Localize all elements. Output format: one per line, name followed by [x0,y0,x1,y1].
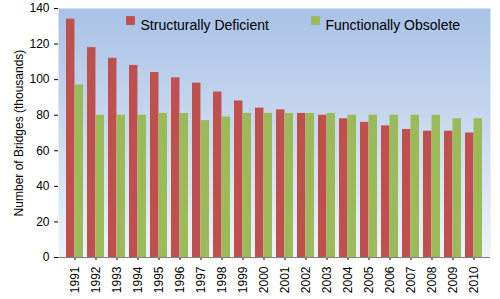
svg-text:2004: 2004 [341,266,355,293]
svg-text:1998: 1998 [215,266,229,293]
svg-text:2006: 2006 [383,266,397,293]
svg-text:Number of Bridges (thousands): Number of Bridges (thousands) [12,50,26,217]
svg-text:1994: 1994 [131,266,145,293]
svg-text:140: 140 [29,1,49,15]
svg-text:Structurally Deficient: Structurally Deficient [141,17,269,33]
svg-text:1996: 1996 [173,266,187,293]
svg-text:2008: 2008 [425,266,439,293]
svg-text:60: 60 [36,144,50,158]
svg-text:2000: 2000 [257,266,271,293]
svg-text:Functionally Obsolete: Functionally Obsolete [326,17,461,33]
svg-text:0: 0 [43,250,50,264]
svg-text:2003: 2003 [320,266,334,293]
svg-text:80: 80 [36,108,50,122]
svg-text:2001: 2001 [278,266,292,293]
svg-text:1999: 1999 [236,266,250,293]
svg-text:2005: 2005 [362,266,376,293]
svg-text:20: 20 [36,215,50,229]
svg-text:100: 100 [29,72,49,86]
svg-text:2010: 2010 [467,266,481,293]
svg-text:1993: 1993 [110,266,124,293]
svg-text:1992: 1992 [89,266,103,293]
svg-text:1991: 1991 [68,266,82,293]
svg-text:2007: 2007 [404,266,418,293]
svg-text:40: 40 [36,179,50,193]
svg-text:1995: 1995 [152,266,166,293]
svg-text:1997: 1997 [194,266,208,293]
svg-text:2002: 2002 [299,266,313,293]
svg-text:120: 120 [29,37,49,51]
svg-text:2009: 2009 [446,266,460,293]
